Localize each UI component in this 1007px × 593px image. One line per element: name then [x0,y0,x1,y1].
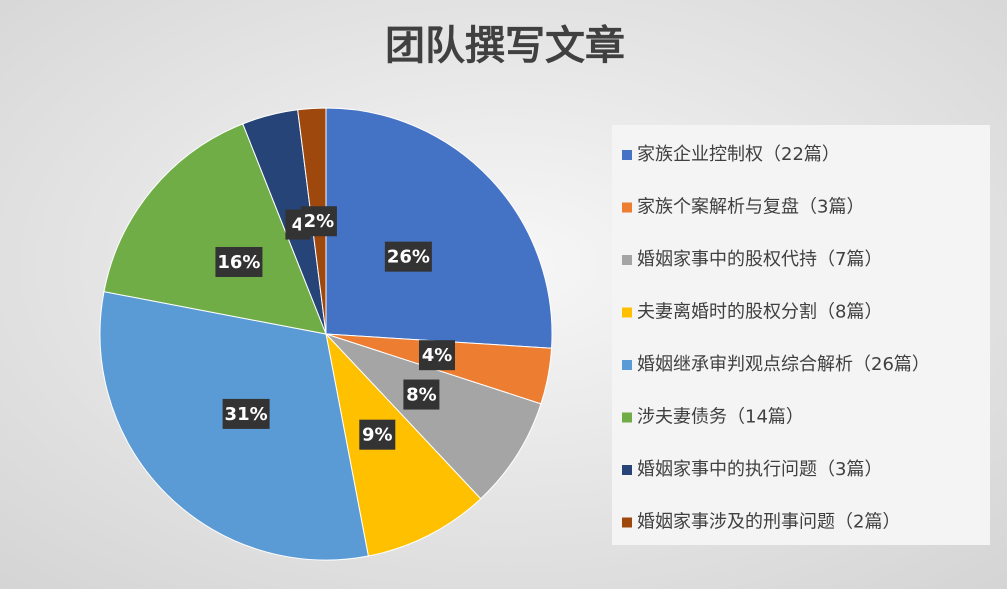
data-label-text: 9% [362,425,393,446]
data-label-box [359,419,396,450]
pie-slice [325,332,482,557]
legend-label: 婚姻继承审判观点综合解析（26篇） [637,354,930,375]
legend-marker [622,255,632,265]
pie-slice [325,107,553,349]
data-label: 31% [222,398,270,429]
legend-marker [622,202,632,213]
legend-marker [622,412,632,423]
data-label-text: 26% [387,247,430,268]
data-label-text: 31% [225,404,268,425]
data-label-box [215,246,263,277]
data-label-text: 8% [406,385,437,406]
legend-label: 夫妻离婚时的股权分割（8篇） [637,302,882,323]
data-label: 2% [300,206,337,237]
legend-label: 婚姻家事中的股权代持（7篇） [637,249,882,270]
data-label-box [222,398,270,429]
legend-label: 家族个案解析与复盘（3篇） [637,197,864,218]
data-label-text: 4% [422,345,453,366]
chart-title: 团队撰写文章 [385,23,625,69]
data-label: 26% [384,241,432,272]
data-label: 4% [418,340,455,371]
data-label: 16% [215,246,263,277]
data-label-text: 2% [304,211,335,232]
legend-box [612,125,990,545]
legend-label: 家族企业控制权（22篇） [637,144,840,165]
data-label-box [418,340,455,371]
data-label-box [403,379,440,410]
legend-label: 涉夫妻债务（14篇） [637,407,804,428]
legend-marker [622,517,632,528]
legend-marker [622,360,632,370]
data-label-text: 16% [217,252,260,273]
data-label: 9% [359,419,396,450]
legend-marker [622,465,632,475]
data-label-box [300,206,337,237]
data-label: 8% [403,379,440,410]
pie-slice [325,333,542,500]
legend-marker [622,150,632,160]
legend-label: 婚姻家事中的执行问题（3篇） [637,459,882,480]
pie-slice [103,123,327,335]
legend-marker [622,307,632,318]
data-label-box [384,241,432,272]
legend-label: 婚姻家事涉及的刑事问题（2篇） [637,512,900,533]
